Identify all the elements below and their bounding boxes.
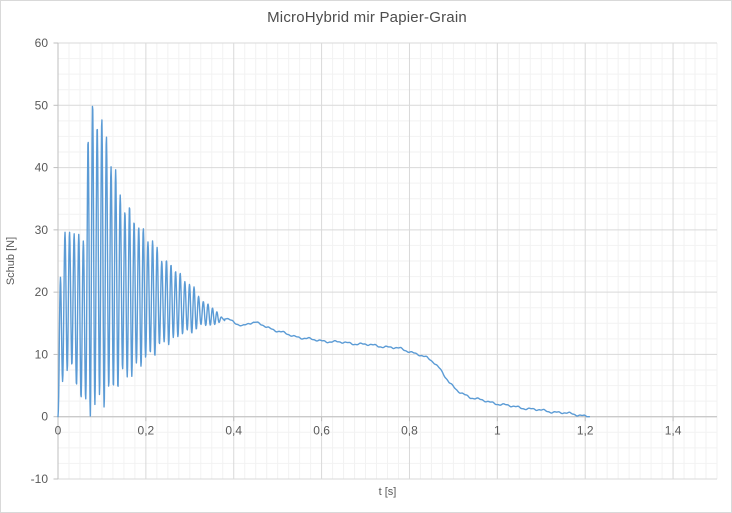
series-line xyxy=(57,105,591,418)
y-tick-label: -10 xyxy=(31,472,49,486)
x-tick-label: 1 xyxy=(494,424,501,438)
y-tick-label: 30 xyxy=(35,223,49,237)
x-tick-label: 0,8 xyxy=(401,424,418,438)
x-tick-label: 1,2 xyxy=(577,424,594,438)
x-tick-label: 0 xyxy=(55,424,62,438)
x-tick-label: 1,4 xyxy=(665,424,682,438)
x-tick-label: 0,4 xyxy=(225,424,242,438)
y-tick-label: 10 xyxy=(35,347,49,361)
y-tick-label: 40 xyxy=(35,161,49,175)
chart-title: MicroHybrid mir Papier-Grain xyxy=(267,9,467,26)
x-axis-title: t [s] xyxy=(378,486,397,498)
series-group xyxy=(57,105,591,418)
tick-marks xyxy=(53,42,674,480)
x-tick-label: 0,6 xyxy=(313,424,330,438)
tick-labels: 0 0,2 0,4 0,6 0,8 1 1,2 1,4 60 50 40 30 20 10 0 -10 xyxy=(31,36,682,486)
y-tick-label: 20 xyxy=(35,285,49,299)
y-tick-label: 50 xyxy=(35,98,49,112)
y-axis-title: Schub [N] xyxy=(5,236,17,286)
y-tick-label: 0 xyxy=(41,410,48,424)
y-tick-label: 60 xyxy=(35,36,49,50)
x-tick-label: 0,2 xyxy=(138,424,155,438)
